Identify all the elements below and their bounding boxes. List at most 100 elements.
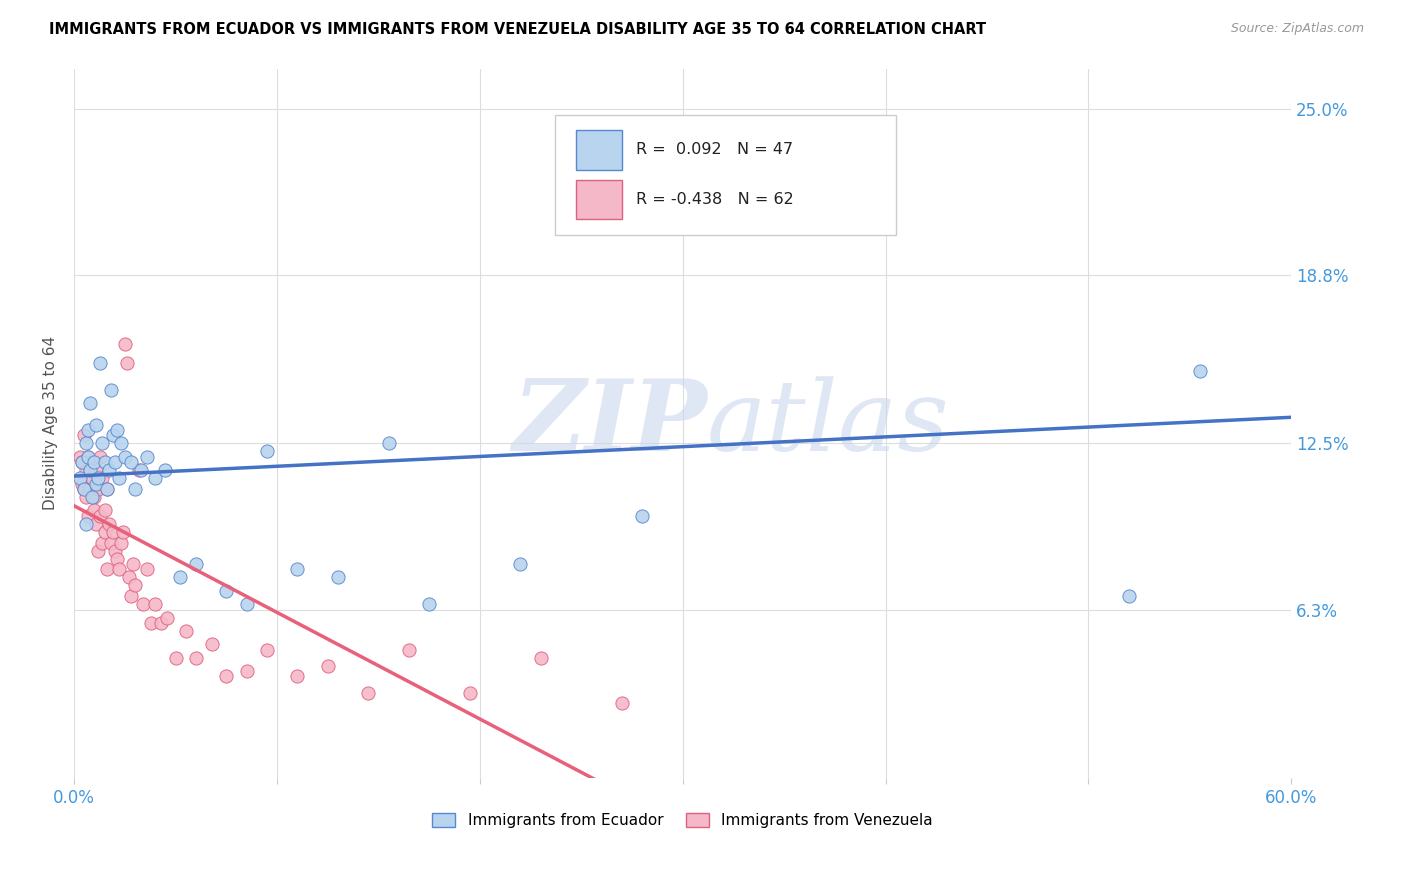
Point — [107, 471, 129, 485]
Text: Source: ZipAtlas.com: Source: ZipAtlas.com — [1230, 22, 1364, 36]
Point — [124, 578, 146, 592]
Point — [79, 482, 101, 496]
Point — [128, 463, 150, 477]
Point — [86, 476, 108, 491]
Legend: Immigrants from Ecuador, Immigrants from Venezuela: Immigrants from Ecuador, Immigrants from… — [426, 806, 939, 834]
Point — [97, 463, 120, 477]
Text: IMMIGRANTS FROM ECUADOR VS IMMIGRANTS FROM VENEZUELA DISABILITY AGE 35 TO 64 COR: IMMIGRANTS FROM ECUADOR VS IMMIGRANTS FR… — [49, 22, 987, 37]
Point — [285, 669, 308, 683]
Point — [93, 503, 115, 517]
Point — [70, 476, 93, 491]
Point — [132, 597, 155, 611]
Point — [129, 463, 152, 477]
Point — [87, 482, 110, 496]
Point — [73, 482, 96, 496]
Point — [150, 615, 173, 630]
Point — [120, 455, 142, 469]
Point — [418, 597, 440, 611]
Point — [136, 450, 159, 464]
Point — [398, 642, 420, 657]
Point — [120, 589, 142, 603]
Point — [143, 597, 166, 611]
Point — [69, 471, 91, 485]
Point — [89, 450, 111, 464]
Text: atlas: atlas — [707, 376, 950, 471]
Point — [93, 524, 115, 539]
Point — [107, 562, 129, 576]
Point — [83, 490, 105, 504]
Point — [75, 463, 97, 477]
Point — [75, 516, 97, 531]
Point — [110, 535, 132, 549]
Point — [86, 417, 108, 432]
Point — [79, 463, 101, 477]
Point — [357, 685, 380, 699]
Point — [100, 535, 122, 549]
Point — [105, 423, 128, 437]
Text: R = -0.438   N = 62: R = -0.438 N = 62 — [637, 193, 794, 208]
Point — [97, 516, 120, 531]
Point — [143, 471, 166, 485]
Point — [101, 524, 124, 539]
Point — [73, 428, 96, 442]
Point — [136, 562, 159, 576]
Point — [87, 471, 110, 485]
Point — [82, 471, 104, 485]
Point — [156, 610, 179, 624]
Point — [105, 551, 128, 566]
Point — [115, 356, 138, 370]
Point — [69, 450, 91, 464]
Point — [77, 423, 100, 437]
Point — [1189, 364, 1212, 378]
Text: ZIP: ZIP — [512, 376, 707, 472]
Point — [70, 455, 93, 469]
Point — [86, 463, 108, 477]
Point — [101, 428, 124, 442]
Point — [256, 642, 278, 657]
Point — [174, 624, 197, 638]
FancyBboxPatch shape — [575, 130, 621, 169]
Point — [111, 524, 134, 539]
Point — [77, 450, 100, 464]
Point — [509, 557, 531, 571]
Point — [169, 570, 191, 584]
Point — [73, 482, 96, 496]
Point — [96, 482, 118, 496]
Point — [122, 557, 145, 571]
Point — [77, 508, 100, 523]
Point — [215, 669, 238, 683]
Point — [141, 615, 163, 630]
Point — [581, 195, 603, 210]
Point — [110, 436, 132, 450]
Point — [114, 337, 136, 351]
Point — [155, 463, 177, 477]
Point — [326, 570, 349, 584]
Point — [124, 482, 146, 496]
Point — [316, 658, 339, 673]
Point — [93, 455, 115, 469]
Point — [114, 450, 136, 464]
Point — [79, 396, 101, 410]
Point — [82, 490, 104, 504]
Point — [70, 455, 93, 469]
Point — [83, 455, 105, 469]
Point — [118, 570, 141, 584]
Point — [201, 637, 224, 651]
Point — [458, 685, 481, 699]
Y-axis label: Disability Age 35 to 64: Disability Age 35 to 64 — [44, 336, 58, 510]
Point — [235, 597, 257, 611]
Point — [377, 436, 399, 450]
Point — [91, 436, 114, 450]
Point — [1118, 589, 1140, 603]
Point — [77, 450, 100, 464]
Point — [91, 535, 114, 549]
Point — [285, 562, 308, 576]
FancyBboxPatch shape — [555, 115, 896, 235]
Text: R =  0.092   N = 47: R = 0.092 N = 47 — [637, 143, 793, 158]
Point — [793, 123, 815, 137]
Point — [75, 490, 97, 504]
Point — [89, 356, 111, 370]
Point — [87, 543, 110, 558]
Point — [235, 664, 257, 678]
Point — [100, 383, 122, 397]
